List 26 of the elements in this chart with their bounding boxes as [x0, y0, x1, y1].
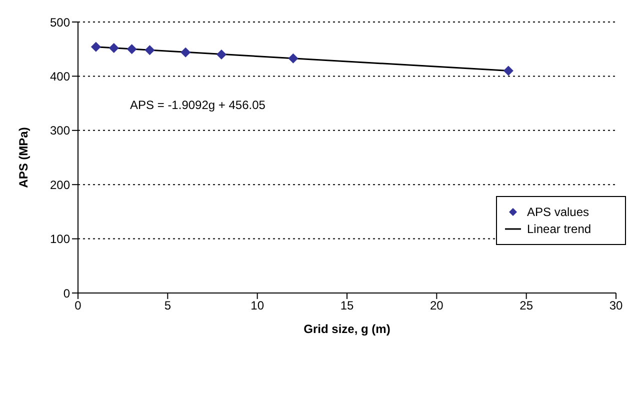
- x-axis-title: Grid size, g (m): [304, 322, 390, 336]
- y-tick-label: 300: [50, 124, 70, 138]
- point: [288, 53, 298, 64]
- x-tick-label: 0: [74, 298, 82, 313]
- point: [126, 44, 137, 54]
- point: [180, 47, 191, 58]
- legend-label: Linear trend: [527, 222, 592, 236]
- y-tick-label: 500: [50, 15, 70, 30]
- point: [216, 50, 226, 60]
- annotation: APS = -1.9092g + 456.05: [130, 98, 266, 112]
- x-tick-label: 20: [430, 298, 444, 313]
- x-tick-label: 5: [164, 298, 172, 313]
- point: [503, 66, 514, 76]
- x-tick-label: 30: [609, 298, 623, 313]
- legend-label: APS values: [527, 205, 590, 219]
- y-tick-label: 200: [50, 178, 70, 192]
- y-axis-title: APS (MPa): [16, 127, 30, 188]
- x-tick-label: 15: [340, 298, 354, 313]
- point: [90, 42, 101, 52]
- y-tick-label: 400: [50, 69, 70, 84]
- x-tick-label: 25: [520, 298, 534, 313]
- point: [108, 43, 119, 54]
- y-tick-label: 0: [63, 286, 70, 300]
- y-tick-label: 100: [50, 232, 70, 246]
- point: [144, 45, 155, 56]
- x-tick-label: 10: [250, 298, 264, 313]
